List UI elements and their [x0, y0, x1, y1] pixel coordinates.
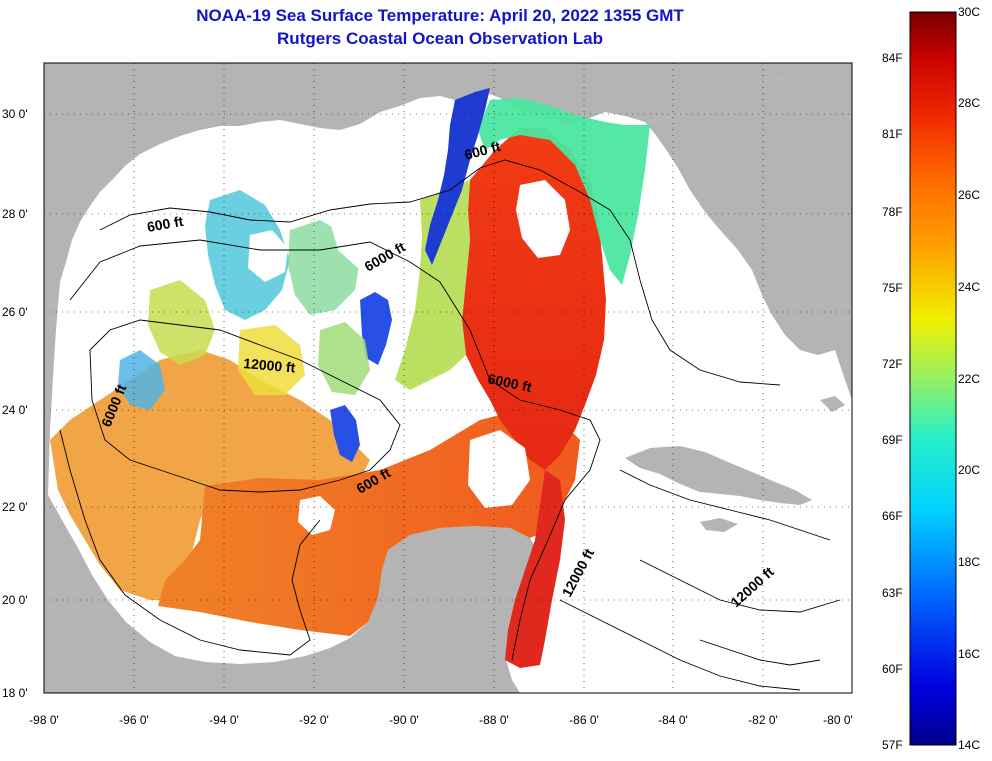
lon-label: -92 0' [299, 713, 329, 727]
lon-label: -94 0' [209, 713, 239, 727]
colorbar-f-label: 78F [882, 205, 903, 219]
colorbar-c-label: 26C [958, 188, 980, 202]
land-florida [645, 78, 852, 400]
contour-label: 12000 ft [243, 355, 297, 376]
sst-cold-plume [425, 88, 490, 265]
sst-nw-patches [318, 322, 370, 395]
colorbar-c-label: 22C [958, 372, 980, 386]
sst-nw-patches [205, 190, 290, 320]
map-subtitle: Rutgers Coastal Ocean Observation Lab [277, 29, 603, 48]
land-jamaica [700, 518, 738, 532]
lat-label: 28 0' [2, 207, 28, 221]
colorbar-f-label: 69F [882, 433, 903, 447]
contour-label: 600 ft [146, 213, 185, 235]
lat-label: 20 0' [2, 593, 28, 607]
lon-label: -98 0' [29, 713, 59, 727]
sst-cold-patch [330, 405, 360, 462]
colorbar-f-label: 72F [882, 357, 903, 371]
colorbar-f-label: 75F [882, 281, 903, 295]
colorbar-f-label: 60F [882, 662, 903, 676]
sst-loop-current [462, 128, 606, 470]
map-title: NOAA-19 Sea Surface Temperature: April 2… [196, 6, 684, 25]
cloud-gap [248, 230, 288, 282]
colorbar-f-label: 63F [882, 586, 903, 600]
sst-western-shelf [50, 350, 370, 600]
colorbar-c-label: 18C [958, 555, 980, 569]
lon-label: -80 0' [823, 713, 853, 727]
lon-label: -86 0' [569, 713, 599, 727]
land-us-gulf-coast [44, 63, 852, 495]
sst-central-mix [395, 180, 470, 390]
sst-ne-shelf [478, 98, 650, 285]
colorbar [909, 11, 957, 746]
lon-label: -90 0' [389, 713, 419, 727]
colorbar-c-label: 28C [958, 96, 980, 110]
colorbar-f-label: 66F [882, 509, 903, 523]
lon-label: -96 0' [119, 713, 149, 727]
colorbar-c-label: 14C [958, 738, 980, 752]
colorbar-f-label: 81F [882, 127, 903, 141]
colorbar-c-label: 16C [958, 647, 980, 661]
cloud-gap [516, 180, 570, 258]
colorbar-f-label: 84F [882, 51, 903, 65]
land-island [820, 396, 845, 412]
cloud-gap [298, 496, 335, 535]
colorbar-c-label: 24C [958, 280, 980, 294]
land-mexico [44, 495, 540, 693]
cloud-gap [468, 430, 530, 508]
land-cuba [625, 446, 812, 505]
lat-label: 18 0' [2, 686, 28, 700]
sst-nw-patches [118, 350, 165, 410]
lon-label: -84 0' [658, 713, 688, 727]
map-border [43, 62, 853, 694]
lon-label: -88 0' [479, 713, 509, 727]
lat-label: 22 0' [2, 500, 28, 514]
lat-label: 24 0' [2, 403, 28, 417]
lat-label: 30 0' [2, 107, 28, 121]
lat-label: 26 0' [2, 305, 28, 319]
bathymetry-contours [59, 159, 841, 691]
sst-nw-patches [148, 280, 215, 365]
lon-label: -82 0' [748, 713, 778, 727]
sst-nw-patches [238, 325, 305, 395]
colorbar-f-label: 57F [882, 738, 903, 752]
colorbar-c-label: 20C [958, 463, 980, 477]
sst-cold-patch [360, 292, 392, 365]
cloud-gap [328, 160, 415, 270]
colorbar-c-label: 30C [958, 5, 980, 19]
